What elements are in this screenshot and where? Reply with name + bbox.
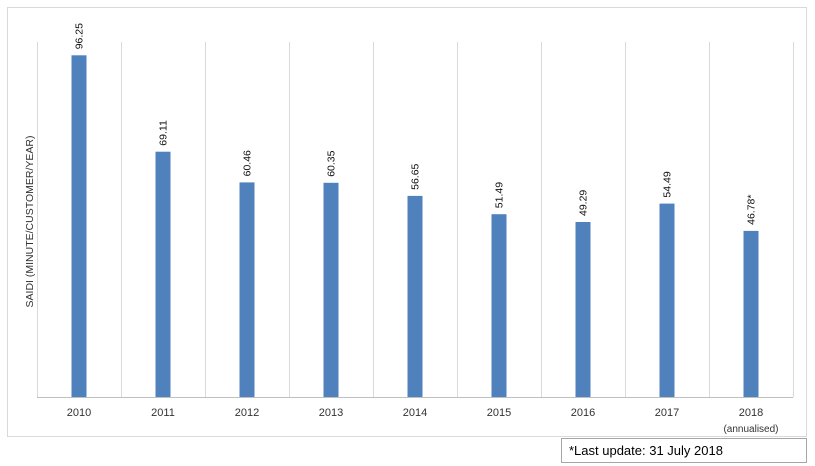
x-tick-sublabel-2018: (annualised) xyxy=(723,424,778,435)
footnote-text: *Last update: 31 July 2018 xyxy=(569,443,723,458)
data-label-2016: 49.29 xyxy=(578,190,590,216)
x-tick-label-2014: 2014 xyxy=(403,407,427,419)
data-label-2012: 60.46 xyxy=(242,150,254,176)
data-label-2017: 54.49 xyxy=(662,171,674,197)
data-labels: 96.25 69.11 60.46 60.35 56.65 51.49 49.29 54.49… xyxy=(74,23,758,225)
data-label-2011: 69.11 xyxy=(158,120,170,146)
bars xyxy=(71,55,759,398)
x-tick-label-2018: 2018 xyxy=(739,407,763,419)
data-label-2013: 60.35 xyxy=(326,150,338,176)
data-label-2014: 56.65 xyxy=(410,163,422,189)
bar-2014 xyxy=(407,195,423,397)
bar-2015 xyxy=(491,214,507,397)
bar-2016 xyxy=(575,222,591,397)
bar-2012 xyxy=(239,182,255,397)
bar-2013 xyxy=(323,182,339,397)
footnote-box: *Last update: 31 July 2018 xyxy=(561,438,807,463)
x-tick-label-2017: 2017 xyxy=(655,407,679,419)
bar-2018 xyxy=(743,230,759,397)
x-axis-tick-labels: 2010 2011 2012 2013 2014 2015 2016 2017 2018 (ann… xyxy=(67,407,779,435)
data-label-2015: 51.49 xyxy=(494,182,506,208)
bar-2010 xyxy=(71,55,87,398)
bar-2011 xyxy=(155,151,171,397)
y-axis-title: SAIDI (MINUTE/CUSTOMER/YEAR) xyxy=(24,136,36,308)
x-tick-label-2015: 2015 xyxy=(487,407,511,419)
x-tick-label-2011: 2011 xyxy=(151,407,175,419)
data-label-2010: 96.25 xyxy=(74,23,86,49)
data-label-2018: 46.78* xyxy=(746,195,758,225)
grid-lines xyxy=(37,42,794,397)
x-tick-label-2016: 2016 xyxy=(571,407,595,419)
bar-2017 xyxy=(659,203,675,397)
x-tick-label-2012: 2012 xyxy=(235,407,259,419)
x-tick-label-2013: 2013 xyxy=(319,407,343,419)
x-tick-label-2010: 2010 xyxy=(67,407,91,419)
